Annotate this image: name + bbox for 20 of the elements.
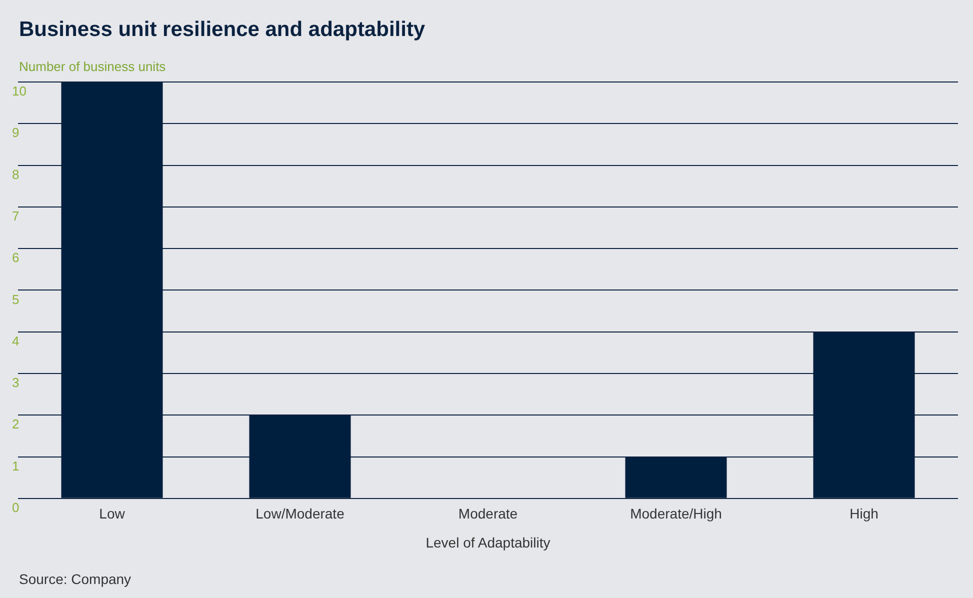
- y-tick-label: 5: [12, 292, 20, 307]
- y-tick-label: 10: [12, 84, 26, 99]
- y-tick-label: 0: [12, 500, 20, 515]
- y-tick-label: 7: [12, 208, 20, 224]
- x-axis-title: Level of Adaptability: [426, 534, 550, 550]
- x-tick-label: Low/Moderate: [256, 506, 345, 522]
- source-note: Source: Company: [19, 571, 132, 587]
- y-tick-label: 2: [12, 416, 20, 432]
- y-tick-label: 1: [12, 458, 20, 474]
- y-axis-title: Number of business units: [19, 59, 166, 74]
- x-tick-label: High: [850, 506, 878, 522]
- y-tick-label: 8: [12, 166, 20, 182]
- y-tick-label: 9: [12, 125, 20, 140]
- chart-title: Business unit resilience and adaptability: [19, 18, 426, 42]
- y-tick-label: 4: [12, 333, 20, 348]
- y-tick-label: 3: [12, 375, 20, 390]
- x-tick-label: Low: [99, 506, 126, 522]
- y-tick-label: 6: [12, 250, 20, 266]
- x-tick-label: Moderate: [458, 506, 518, 522]
- x-tick-label: Moderate/High: [630, 506, 722, 522]
